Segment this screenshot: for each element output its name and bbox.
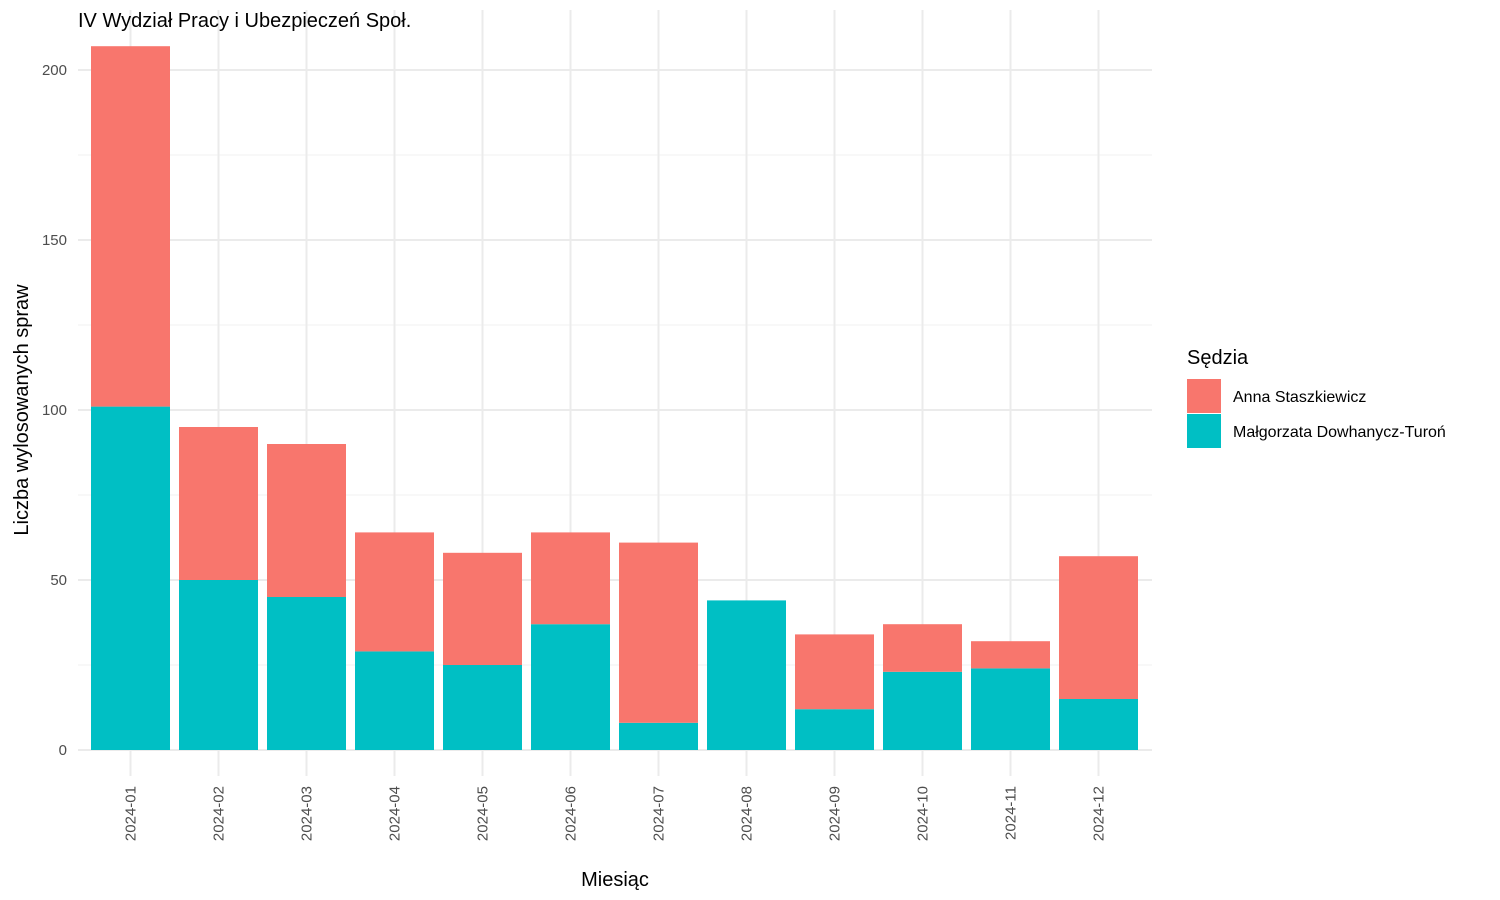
bars: [91, 46, 1138, 750]
x-tick-label: 2024-04: [387, 786, 404, 841]
bar-segment: [707, 600, 786, 750]
y-axis-title: Liczba wylosowanych spraw: [11, 284, 33, 536]
x-tick-label: 2024-07: [651, 786, 668, 841]
bar-segment: [267, 597, 346, 750]
legend-swatch: [1187, 379, 1221, 413]
y-tick-label: 200: [42, 62, 67, 79]
bar-segment: [179, 427, 258, 580]
bar-segment: [795, 709, 874, 750]
bar-segment: [971, 641, 1050, 669]
bar-segment: [443, 665, 522, 750]
bar-segment: [1059, 556, 1138, 699]
bar-segment: [355, 532, 434, 652]
bar-segment: [91, 46, 170, 407]
bar-segment: [619, 722, 698, 750]
bar-segment: [531, 532, 610, 625]
x-tick-label: 2024-12: [1091, 786, 1108, 841]
x-axis-title: Miesiąc: [581, 869, 649, 891]
x-tick-label: 2024-09: [827, 786, 844, 841]
bar-segment: [355, 651, 434, 750]
legend-title: Sędzia: [1187, 347, 1249, 369]
x-tick-label: 2024-08: [739, 786, 756, 841]
x-tick-label: 2024-05: [475, 786, 492, 841]
y-tick-label: 50: [50, 572, 67, 589]
y-axis-ticks: 0 50 100 150 200: [42, 62, 67, 759]
bar-segment: [883, 624, 962, 672]
bar-segment: [795, 634, 874, 710]
bar-segment: [91, 406, 170, 750]
x-tick-label: 2024-02: [211, 786, 228, 841]
x-tick-label: 2024-03: [299, 786, 316, 841]
x-tick-label: 2024-11: [1003, 786, 1020, 840]
x-tick-label: 2024-10: [915, 786, 932, 841]
legend-swatch: [1187, 414, 1221, 448]
bar-segment: [443, 552, 522, 665]
bar-segment: [883, 671, 962, 750]
legend: Sędzia Anna Staszkiewicz Małgorzata Dowha…: [1187, 347, 1446, 448]
bar-segment: [179, 580, 258, 750]
bar-segment: [971, 668, 1050, 750]
x-tick-label: 2024-01: [123, 786, 140, 841]
legend-label: Anna Staszkiewicz: [1233, 389, 1366, 406]
y-tick-label: 0: [59, 742, 67, 759]
chart-title: IV Wydział Pracy i Ubezpieczeń Społ.: [78, 10, 411, 32]
x-axis-ticks: 2024-01 2024-02 2024-03 2024-04 2024-05 2024-…: [123, 786, 1108, 841]
bar-segment: [1059, 699, 1138, 750]
bar-segment: [531, 624, 610, 750]
x-tick-label: 2024-06: [563, 786, 580, 841]
y-tick-label: 150: [42, 232, 67, 249]
bar-segment: [619, 542, 698, 723]
y-tick-label: 100: [42, 402, 67, 419]
bar-segment: [267, 444, 346, 597]
legend-label: Małgorzata Dowhanycz-Turoń: [1233, 424, 1446, 441]
